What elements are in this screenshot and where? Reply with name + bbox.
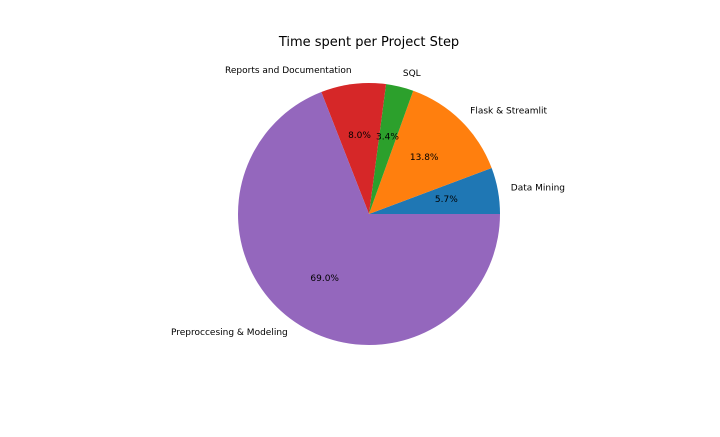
pie-slice-data-mining: [369, 168, 500, 214]
pie-slice-flask-streamlit: [369, 90, 492, 214]
pie-slice-sql: [369, 84, 414, 214]
slice-label-flask-streamlit: Flask & Streamlit: [470, 106, 547, 116]
pie-labels: Data Mining 5.7% Flask & Streamlit 13.8% SQL…: [171, 66, 565, 338]
pct-label-preproccesing-modeling: 69.0%: [310, 274, 339, 284]
pie-slices: [238, 82, 500, 345]
slice-label-sql: SQL: [403, 69, 421, 79]
pct-label-flask-streamlit: 13.8%: [410, 153, 439, 163]
pct-label-reports-and-documentation: 8.0%: [348, 131, 371, 141]
pct-label-data-mining: 5.7%: [435, 195, 458, 205]
chart-title: Time spent per Project Step: [278, 35, 459, 50]
pie-slice-reports-and-documentation: [321, 82, 387, 214]
slice-label-preproccesing-modeling: Preproccesing & Modeling: [171, 328, 288, 338]
slice-label-reports-and-documentation: Reports and Documentation: [225, 66, 352, 76]
pct-label-sql: 3.4%: [376, 133, 399, 143]
slice-label-data-mining: Data Mining: [511, 183, 565, 193]
pie-slice-preproccesing-modeling: [238, 91, 500, 345]
